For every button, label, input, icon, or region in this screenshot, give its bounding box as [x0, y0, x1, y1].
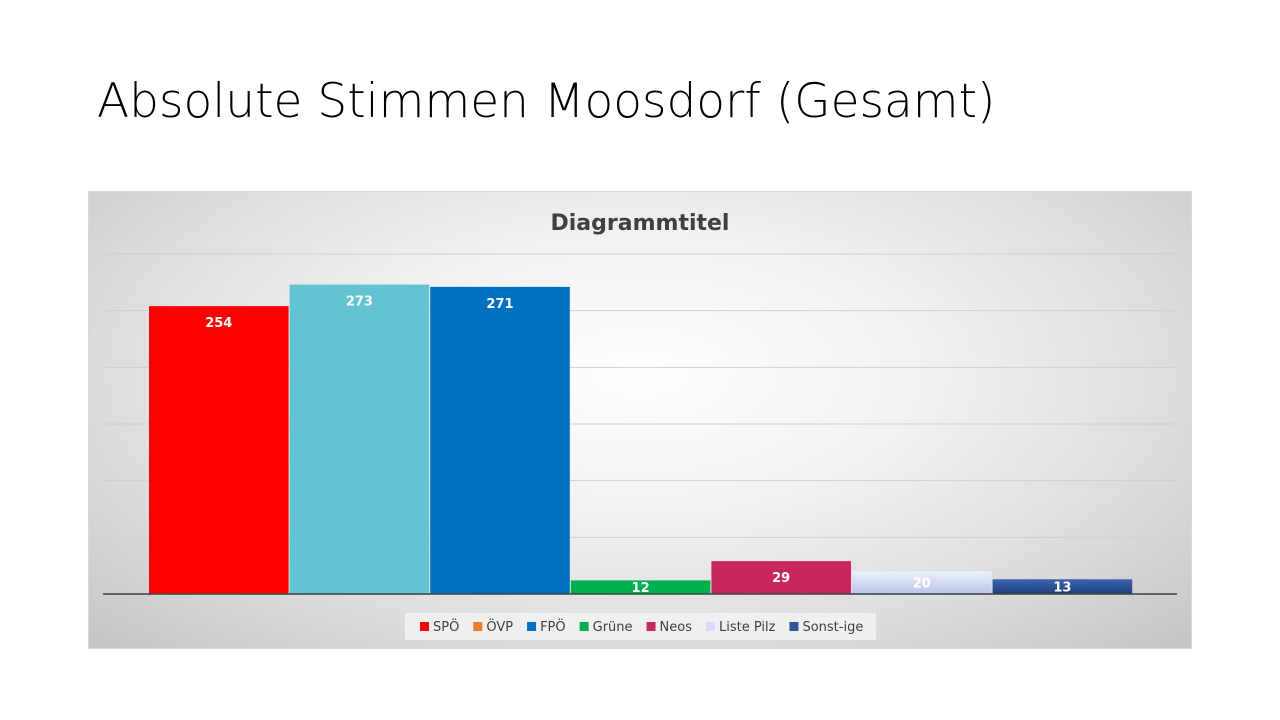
bar-grüne: [570, 580, 711, 594]
legend-label: Neos: [660, 620, 693, 635]
legend-label: Sonst-ige: [802, 620, 863, 635]
legend-swatch: [789, 622, 799, 631]
legend-swatch: [646, 622, 656, 631]
data-label: 20: [913, 577, 931, 592]
legend-label: Liste Pilz: [719, 620, 776, 635]
legend-swatch: [420, 622, 429, 631]
legend-swatch: [473, 622, 483, 631]
bars: [149, 284, 1133, 594]
bar-liste-pilz: [852, 571, 992, 594]
data-label: 29: [772, 571, 790, 586]
data-label: 271: [486, 297, 513, 312]
bar-spö: [149, 306, 289, 594]
data-label: 13: [1053, 581, 1071, 596]
legend-label: FPÖ: [540, 618, 566, 635]
bar-övp: [289, 284, 430, 594]
legend: SPÖ ÖVP FPÖ Grüne Neos Liste Pilz Sonst-ige: [405, 613, 876, 640]
bar-chart: Diagrammtitel 254 273 271 12 29 20 13 SPÖ ÖVP FP…: [103, 211, 1177, 640]
data-label: 254: [205, 316, 232, 331]
bar-sonst-ige: [992, 579, 1133, 594]
data-label: 12: [632, 581, 650, 596]
legend-swatch: [706, 622, 715, 631]
legend-swatch: [527, 622, 537, 631]
legend-swatch: [579, 622, 589, 631]
chart-title: Diagrammtitel: [551, 211, 730, 236]
legend-label: ÖVP: [486, 618, 513, 635]
slide-title: Absolute Stimmen Moosdorf (Gesamt): [97, 74, 996, 129]
data-labels: 254 273 271 12 29 20 13: [205, 295, 1071, 597]
chart-area: Diagrammtitel 254 273 271 12 29 20 13 SPÖ ÖVP FP…: [88, 191, 1192, 649]
legend-label: SPÖ: [433, 618, 459, 635]
bar-neos: [711, 561, 851, 594]
bar-fpö: [430, 286, 570, 594]
legend-label: Grüne: [593, 620, 633, 635]
data-label: 273: [346, 295, 373, 310]
